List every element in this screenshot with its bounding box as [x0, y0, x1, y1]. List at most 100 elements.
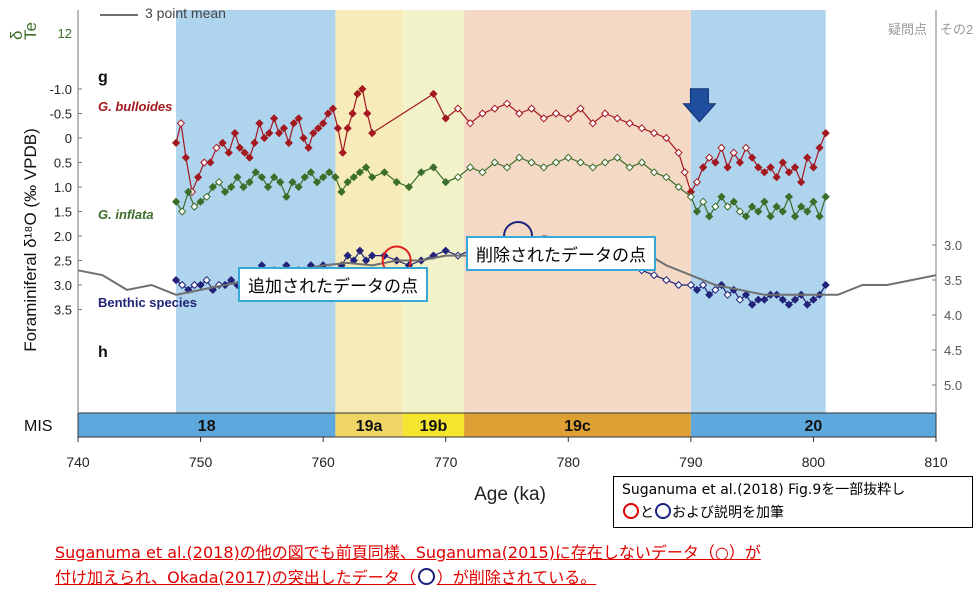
g-bulloides-point-24 — [299, 133, 308, 143]
y-tick-label--0.5: -0.5 — [50, 107, 72, 122]
down-arrow-icon — [682, 88, 717, 123]
g-bulloides-point-28 — [319, 119, 328, 128]
benthic-species-point-61 — [705, 290, 714, 299]
g-inflata-point-57 — [674, 182, 683, 192]
g-inflata-point-21 — [300, 173, 309, 182]
g-inflata-point-48 — [564, 153, 573, 162]
benthic-species-point-70 — [760, 295, 769, 304]
g-inflata-point-16 — [270, 173, 279, 182]
g-inflata-point-10 — [233, 173, 242, 182]
g-bulloides-point-48 — [539, 114, 548, 123]
g-bulloides-point-70 — [741, 143, 751, 152]
benthic-species-point-55 — [649, 271, 659, 280]
g-inflata-point-25 — [325, 168, 334, 177]
footnote-line-2a: 付け加えられ、Okada(2017)の突出したデータ（ — [55, 568, 416, 587]
g-bulloides-point-69 — [735, 158, 744, 167]
y-tick-label-0: 0 — [65, 131, 72, 146]
g-bulloides-point-52 — [588, 119, 597, 128]
g-inflata-point-63 — [717, 192, 726, 201]
g-inflata-point-19 — [288, 177, 297, 187]
benthic-species-point-5 — [202, 275, 211, 285]
g-bulloides-point-50 — [564, 114, 573, 123]
benthic-species-point-32 — [368, 251, 377, 260]
g-bulloides-point-55 — [625, 119, 634, 128]
g-bulloides-point-54 — [613, 114, 622, 123]
g-inflata-point-40 — [466, 163, 475, 172]
removed-points-callout: 削除されたデータの点 — [466, 236, 656, 271]
g-inflata-point-64 — [723, 202, 732, 211]
g-bulloides-point-44 — [490, 104, 499, 113]
g-bulloides-point-32 — [338, 148, 347, 157]
g-bulloides-point-29 — [323, 109, 333, 118]
benthic-species-point-38 — [441, 246, 450, 255]
g-inflata-point-54 — [637, 158, 646, 167]
g-inflata-point-69 — [754, 207, 763, 216]
mis-band-19c — [464, 413, 691, 437]
mis-label: MIS — [24, 418, 52, 435]
g-inflata-point-15 — [263, 182, 273, 192]
footnote-line-2: 付け加えられ、Okada(2017)の突出したデータ（ ）が削除されている。 — [55, 565, 761, 590]
g-inflata-point-60 — [699, 197, 708, 206]
g-bulloides-point-6 — [206, 158, 215, 167]
mis-band-label-20: 20 — [805, 418, 823, 435]
g-inflata-point-59 — [692, 207, 702, 216]
added-points-callout-text: 追加されたデータの点 — [248, 277, 418, 297]
x-tick-label-790: 790 — [679, 454, 703, 470]
g-bulloides-point-58 — [662, 133, 671, 143]
g-inflata-point-66 — [735, 207, 744, 216]
benthic-species-point-66 — [735, 295, 744, 304]
x-tick-label-800: 800 — [802, 454, 826, 470]
added-points-callout: 追加されたデータの点 — [238, 267, 428, 302]
blue-circle-icon — [655, 503, 671, 519]
g-bulloides-point-82 — [815, 143, 824, 152]
g-inflata-point-26 — [331, 173, 340, 182]
g-inflata-point-35 — [404, 182, 414, 192]
mis-band-18 — [78, 413, 336, 437]
g-bulloides-point-14 — [250, 138, 259, 148]
g-bulloides-point-47 — [527, 104, 536, 113]
mis-band-label-19b: 19b — [420, 418, 448, 435]
shaded-interval-0 — [176, 10, 336, 413]
g-bulloides-point-63 — [699, 163, 708, 172]
g-bulloides-point-46 — [515, 109, 524, 118]
g-bulloides-point-13 — [245, 153, 254, 162]
g-bulloides-point-65 — [711, 158, 720, 167]
g-inflata-point-73 — [778, 207, 787, 216]
g-bulloides-point-83 — [821, 128, 830, 138]
g-inflata-point-72 — [772, 202, 781, 211]
g-inflata-point-24 — [319, 173, 328, 182]
g-inflata-point-78 — [809, 197, 818, 206]
x-tick-label-770: 770 — [434, 454, 458, 470]
g-inflata-point-18 — [282, 192, 291, 201]
g-bulloides-point-40 — [441, 114, 450, 123]
benthic-species-point-78 — [809, 295, 818, 304]
y-tick-label-2.5: 2.5 — [54, 254, 72, 269]
g-inflata-point-51 — [600, 158, 610, 167]
g-bulloides-point-42 — [466, 119, 475, 128]
g-inflata-point-30 — [355, 168, 365, 177]
g-bulloides-point-33 — [343, 124, 352, 133]
g-bulloides-point-30 — [328, 104, 338, 113]
g-inflata-point-49 — [576, 158, 585, 167]
benthic-species-point-1 — [178, 280, 187, 290]
g-bulloides-point-81 — [809, 163, 818, 172]
g-bulloides-point-49 — [551, 109, 561, 118]
g-bulloides-point-77 — [784, 168, 794, 177]
g-inflata-point-4 — [196, 197, 205, 206]
y-right-tick-label-4.0: 4.0 — [944, 308, 962, 323]
benthic-species-point-63 — [717, 280, 726, 290]
y-tick-label-1.5: 1.5 — [54, 205, 72, 220]
g-inflata-point-34 — [392, 177, 401, 187]
g-bulloides-point-59 — [674, 148, 683, 157]
series-label-g-inflata: G. inflata — [98, 207, 154, 222]
g-inflata-point-12 — [245, 177, 254, 187]
g-bulloides-point-25 — [304, 143, 313, 152]
g-inflata-point-11 — [239, 182, 248, 192]
g-inflata-point-58 — [686, 192, 695, 201]
y-right-tick-label-5.0: 5.0 — [944, 378, 962, 393]
g-bulloides-point-20 — [279, 124, 289, 133]
g-inflata-point-79 — [815, 212, 824, 221]
g-inflata-point-9 — [227, 182, 236, 192]
g-inflata-point-6 — [208, 182, 217, 192]
